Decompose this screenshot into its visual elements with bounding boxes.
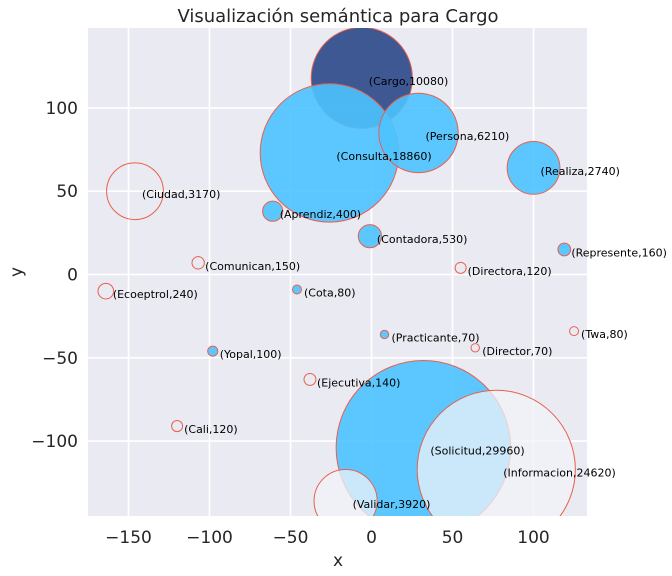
bubble-twa: [569, 326, 580, 337]
bubble-validar: [313, 468, 378, 516]
bubble-represente: [557, 242, 572, 257]
x-tick-label: −150: [105, 528, 152, 548]
y-tick-label: −50: [42, 349, 78, 369]
point-label: (Represente,160): [571, 247, 667, 260]
bubble-ejecutiva: [303, 372, 317, 386]
point-label: (Ejecutiva,140): [317, 376, 401, 389]
bubble-cota: [291, 284, 303, 295]
point-label: (Cargo,10080): [369, 75, 449, 88]
bubble-comunican: [191, 256, 205, 270]
bubble-persona: [378, 92, 459, 174]
y-tick-label: 0: [67, 265, 78, 285]
point-label-layer: (Cargo,10080) (Consulta,18860) (Persona,62…: [113, 75, 667, 511]
x-tick-label: 0: [366, 528, 377, 548]
point-label: (Informacion,24620): [503, 466, 615, 479]
point-label: (Practicante,70): [391, 331, 479, 344]
point-label: (Directora,120): [468, 265, 552, 278]
bubble-cali: [171, 420, 184, 433]
point-label: (Ecoeptrol,240): [113, 288, 198, 301]
bubble-ecoeptrol: [97, 282, 115, 300]
bubble-layer: [97, 28, 580, 516]
point-label: (Aprendiz,400): [280, 208, 361, 221]
y-tick-label: 100: [46, 99, 78, 119]
bubble-directora: [454, 261, 467, 274]
y-tick-label: −100: [31, 432, 78, 452]
bubble-practicante: [379, 329, 390, 340]
x-axis-label: x: [333, 551, 343, 571]
point-label: (Contadora,530): [377, 233, 468, 246]
point-label: (Twa,80): [581, 328, 628, 341]
point-label: (Director,70): [482, 345, 552, 358]
x-tick-label: −50: [273, 528, 309, 548]
bubble-aprendiz: [262, 200, 284, 222]
y-axis-label: y: [7, 267, 27, 277]
x-tick-label: −100: [186, 528, 233, 548]
bubble-ciudad: [106, 162, 164, 221]
x-tick-label: 50: [442, 528, 464, 548]
bubble-director: [470, 343, 480, 353]
bubble-yopal: [207, 345, 219, 357]
point-label: (Cota,80): [304, 286, 356, 299]
tick-labels: −150 −100 −50 0 50 100 −100 −50 0 50 100: [31, 99, 549, 548]
point-label: (Comunican,150): [205, 260, 300, 273]
point-label: (Ciudad,3170): [142, 188, 221, 201]
point-label: (Cali,120): [184, 423, 238, 436]
bubble-contadora: [357, 224, 383, 249]
y-tick-label: 50: [56, 182, 78, 202]
point-label: (Persona,6210): [426, 130, 510, 143]
point-label: (Yopal,100): [220, 348, 282, 361]
point-label: (Consulta,18860): [336, 150, 431, 163]
point-label: (Solicitud,29960): [430, 445, 524, 458]
bubble-informacion: [416, 389, 576, 516]
bubble-realiza: [506, 141, 561, 195]
point-label: (Realiza,2740): [541, 165, 620, 178]
x-tick-label: 100: [517, 528, 549, 548]
chart-title: Visualización semántica para Cargo: [177, 6, 498, 27]
point-label: (Validar,3920): [353, 498, 431, 511]
